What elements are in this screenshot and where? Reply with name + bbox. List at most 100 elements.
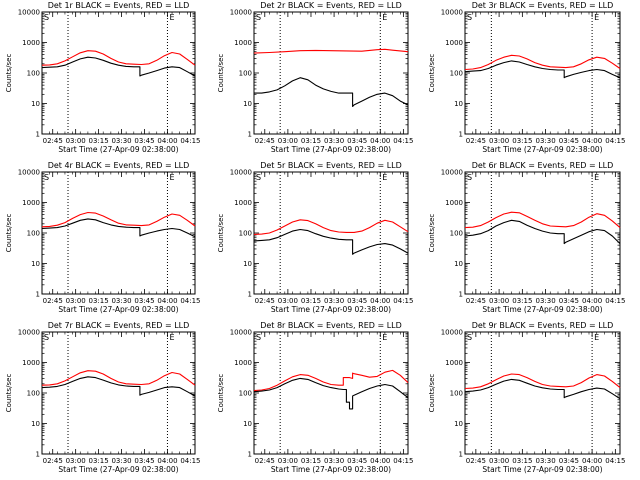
x-tick-label: 03:00 [66, 457, 86, 465]
y-tick-label: 1000 [445, 359, 463, 367]
y-tick-label: 10 [31, 260, 40, 268]
start-marker: S [467, 333, 472, 342]
events-series-line [41, 218, 196, 238]
x-tick-label: 03:15 [89, 297, 109, 305]
chart-title: Det 7r BLACK = Events, RED = LLD [48, 321, 190, 330]
y-tick-label: 1 [248, 291, 252, 299]
x-tick-label: 04:00 [582, 457, 602, 465]
x-axis-label: Start Time (27-Apr-09 02:38:00) [58, 465, 178, 474]
chart-title: Det 9r BLACK = Events, RED = LLD [472, 321, 614, 330]
chart-title: Det 5r BLACK = Events, RED = LLD [260, 161, 402, 170]
x-tick-label: 02:45 [466, 137, 486, 145]
y-tick-label: 1000 [22, 199, 40, 207]
end-marker: E [169, 333, 174, 342]
end-marker: E [169, 13, 174, 22]
detector-panel: Det 2r BLACK = Events, RED = LLD 1 10 100 10… [217, 1, 413, 154]
x-tick-label: 02:45 [466, 457, 486, 465]
x-tick-label: 04:15 [393, 457, 413, 465]
detector-panel: Det 9r BLACK = Events, RED = LLD 1 10 100 10… [428, 321, 625, 474]
x-tick-label: 03:15 [301, 297, 321, 305]
x-tick-label: 03:45 [347, 457, 367, 465]
x-tick-label: 03:15 [89, 457, 109, 465]
x-tick-label: 03:15 [89, 137, 109, 145]
start-marker: S [44, 173, 49, 182]
x-axis-label: Start Time (27-Apr-09 02:38:00) [58, 145, 178, 154]
y-tick-label: 1 [36, 451, 40, 459]
y-axis-label: Counts/sec [5, 214, 13, 253]
x-tick-label: 03:15 [512, 297, 532, 305]
y-tick-label: 10000 [230, 169, 252, 177]
lld-series-line [41, 211, 196, 228]
x-tick-label: 03:00 [278, 297, 298, 305]
end-marker: E [594, 13, 599, 22]
x-tick-label: 03:45 [347, 297, 367, 305]
plot-frame [464, 11, 621, 135]
x-tick-label: 03:00 [66, 297, 86, 305]
plot-frame [253, 331, 409, 455]
chart-title: Det 2r BLACK = Events, RED = LLD [260, 1, 402, 10]
y-tick-label: 10 [243, 260, 252, 268]
y-axis-label: Counts/sec [217, 54, 225, 93]
events-series-line [253, 228, 409, 255]
y-tick-label: 10000 [230, 9, 252, 17]
x-tick-label: 03:15 [512, 457, 532, 465]
y-tick-label: 10 [243, 420, 252, 428]
lld-series-line [464, 54, 621, 71]
plot-frame [253, 11, 409, 135]
detector-panel: Det 1r BLACK = Events, RED = LLD 1 10 100 10… [5, 1, 201, 154]
plot-frame [41, 171, 196, 295]
end-marker: E [382, 13, 387, 22]
x-tick-label: 02:45 [43, 457, 63, 465]
y-tick-label: 1000 [445, 39, 463, 47]
x-tick-label: 04:00 [582, 137, 602, 145]
x-tick-label: 03:45 [134, 457, 154, 465]
x-axis-label: Start Time (27-Apr-09 02:38:00) [271, 465, 391, 474]
start-marker: S [256, 13, 261, 22]
end-marker: E [594, 333, 599, 342]
x-tick-label: 02:45 [43, 297, 63, 305]
x-tick-label: 03:00 [489, 137, 509, 145]
detector-panel: Det 4r BLACK = Events, RED = LLD 1 10 100 10… [5, 161, 201, 314]
chart-title: Det 1r BLACK = Events, RED = LLD [48, 1, 190, 10]
y-tick-label: 1000 [234, 39, 252, 47]
x-tick-label: 03:00 [278, 137, 298, 145]
lld-series-line [464, 211, 621, 229]
y-tick-label: 10 [243, 100, 252, 108]
x-tick-label: 02:45 [255, 457, 275, 465]
x-tick-label: 03:15 [512, 137, 532, 145]
y-tick-label: 100 [450, 70, 463, 78]
y-tick-label: 10 [454, 260, 463, 268]
y-tick-label: 100 [27, 70, 40, 78]
y-tick-label: 1000 [22, 359, 40, 367]
y-axis-label: Counts/sec [5, 54, 13, 93]
end-marker: E [382, 173, 387, 182]
y-tick-label: 100 [239, 390, 252, 398]
x-tick-label: 04:00 [370, 457, 390, 465]
plot-frame [41, 331, 196, 455]
y-tick-label: 1000 [22, 39, 40, 47]
x-tick-label: 03:45 [347, 137, 367, 145]
lld-series-line [464, 373, 621, 390]
x-tick-label: 03:30 [324, 137, 344, 145]
end-marker: E [382, 333, 387, 342]
lld-series-line [253, 219, 409, 235]
y-tick-label: 10000 [18, 329, 40, 337]
events-series-line [464, 219, 621, 245]
y-tick-label: 100 [239, 70, 252, 78]
y-tick-label: 1 [36, 291, 40, 299]
x-tick-label: 03:45 [134, 137, 154, 145]
y-tick-label: 1 [248, 131, 252, 139]
x-tick-label: 03:00 [489, 457, 509, 465]
start-marker: S [256, 333, 261, 342]
x-axis-label: Start Time (27-Apr-09 02:38:00) [482, 465, 602, 474]
start-marker: S [467, 13, 472, 22]
chart-title: Det 3r BLACK = Events, RED = LLD [472, 1, 614, 10]
y-tick-label: 10000 [441, 9, 463, 17]
x-tick-label: 03:45 [134, 297, 154, 305]
y-tick-label: 1000 [234, 199, 252, 207]
x-tick-label: 03:30 [111, 457, 131, 465]
x-tick-label: 04:00 [370, 137, 390, 145]
end-marker: E [594, 173, 599, 182]
x-tick-label: 03:15 [301, 457, 321, 465]
